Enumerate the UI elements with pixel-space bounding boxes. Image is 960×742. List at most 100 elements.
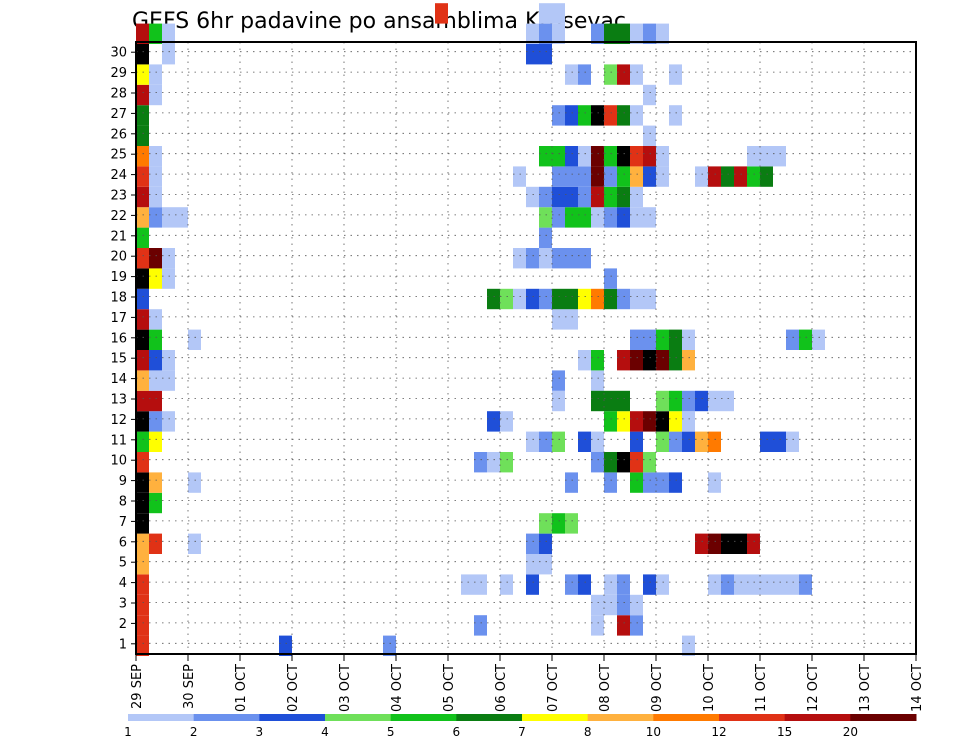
y-tick-label: 11: [110, 433, 127, 448]
heatmap-cell: [461, 574, 474, 595]
heatmap-cell: [747, 146, 760, 167]
legend-label: 12: [711, 725, 726, 739]
heatmap-cell: [136, 492, 149, 514]
heatmap-cell: [162, 411, 175, 432]
y-tick-label: 17: [110, 311, 127, 326]
heatmap-cell: [591, 350, 604, 371]
heatmap-cell: [682, 350, 695, 371]
heatmap-cell: [669, 411, 682, 432]
heatmap-cell: [565, 288, 578, 310]
heatmap-cell: [786, 431, 799, 452]
legend-label: 1: [124, 725, 132, 739]
heatmap-cell: [500, 452, 513, 473]
heatmap-cell: [643, 452, 656, 473]
heatmap-cell: [682, 411, 695, 432]
y-tick-label: 7: [119, 515, 127, 530]
heatmap-cell: [539, 288, 552, 310]
legend-swatch: [128, 714, 195, 721]
heatmap-cell: [786, 329, 799, 350]
heatmap-cells: [136, 3, 825, 656]
y-tick-label: 27: [110, 107, 127, 122]
heatmap-cell: [565, 64, 578, 85]
heatmap-cell: [604, 105, 617, 126]
heatmap-cell: [708, 431, 721, 452]
heatmap-cell: [643, 472, 656, 493]
heatmap-cell: [760, 574, 773, 595]
x-axis: 29 SEP 30 SEP 01 OCT 02 OCT 03 OCT 04 OCT 05 O…: [130, 654, 925, 712]
heatmap-cell: [526, 186, 539, 208]
heatmap-cell: [617, 23, 630, 44]
heatmap-cell: [630, 329, 643, 350]
heatmap-cell: [474, 452, 487, 473]
heatmap-cell: [565, 166, 578, 187]
heatmap-cell: [136, 329, 149, 350]
heatmap-cell: [669, 64, 682, 85]
heatmap-cell: [721, 574, 734, 595]
heatmap-cell: [578, 207, 591, 228]
heatmap-cell: [513, 248, 526, 269]
heatmap-cell: [656, 350, 669, 371]
heatmap-cell: [591, 146, 604, 167]
heatmap-cell: [136, 574, 149, 595]
heatmap-cell: [643, 411, 656, 432]
heatmap-cell: [656, 329, 669, 350]
heatmap-cell: [474, 574, 487, 595]
y-tick-label: 29: [110, 66, 127, 81]
heatmap-cell: [578, 166, 591, 187]
heatmap-cell: [539, 23, 552, 44]
heatmap-cell: [162, 370, 175, 391]
heatmap-cell: [604, 207, 617, 228]
heatmap-cell: [136, 105, 149, 126]
heatmap-cell: [747, 166, 760, 187]
heatmap-cell: [565, 146, 578, 167]
y-tick-label: 4: [119, 576, 127, 591]
heatmap-cell: [708, 533, 721, 554]
heatmap-cell: [669, 105, 682, 126]
heatmap-cell: [149, 472, 162, 493]
legend-swatch: [390, 714, 457, 721]
heatmap-cell: [760, 431, 773, 452]
heatmap-cell: [734, 533, 747, 554]
heatmap-cell: [591, 594, 604, 616]
heatmap-cell: [656, 574, 669, 595]
heatmap-cell: [682, 635, 695, 656]
heatmap-cell: [552, 370, 565, 391]
heatmap-cell: [136, 411, 149, 432]
heatmap-cell: [513, 166, 526, 187]
x-tick-label: 07 OCT: [546, 664, 561, 712]
heatmap-cell: [526, 533, 539, 554]
heatmap-cell: [682, 431, 695, 452]
heatmap-cell: [630, 350, 643, 371]
heatmap-cell: [643, 125, 656, 146]
heatmap-cell: [812, 329, 825, 350]
y-tick-label: 8: [119, 495, 127, 510]
heatmap-cell: [500, 411, 513, 432]
legend-label: 6: [453, 725, 461, 739]
heatmap-cell: [630, 186, 643, 208]
heatmap-cell: [487, 288, 500, 310]
heatmap-cell: [539, 248, 552, 269]
heatmap-cell: [604, 594, 617, 616]
heatmap-cell: [136, 533, 149, 554]
heatmap-cell: [695, 431, 708, 452]
heatmap-cell: [721, 166, 734, 187]
heatmap-cell: [552, 288, 565, 310]
heatmap-cell: [604, 186, 617, 208]
heatmap-cell: [526, 23, 539, 44]
heatmap-cell: [604, 64, 617, 85]
heatmap-cell: [552, 146, 565, 167]
x-tick-label: 02 OCT: [286, 664, 301, 712]
heatmap-cell: [630, 472, 643, 493]
x-tick-label: 12 OCT: [806, 664, 821, 712]
heatmap-cell: [799, 574, 812, 595]
heatmap-cell: [643, 350, 656, 371]
y-tick-label: 24: [110, 168, 127, 183]
heatmap-cell: [604, 166, 617, 187]
heatmap-cell: [149, 146, 162, 167]
heatmap-cell: [669, 329, 682, 350]
y-tick-label: 28: [110, 87, 127, 102]
heatmap-cell: [149, 309, 162, 330]
heatmap-cell: [630, 452, 643, 473]
heatmap-cell: [539, 533, 552, 554]
heatmap-cell: [500, 288, 513, 310]
